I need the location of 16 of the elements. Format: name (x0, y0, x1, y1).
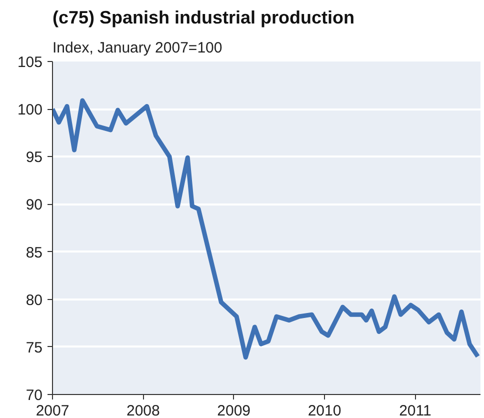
chart-subtitle: Index, January 2007=100 (52, 40, 222, 56)
y-tick-label: 100 (17, 102, 43, 119)
y-tick-label: 105 (17, 54, 43, 71)
chart-title: (c75) Spanish industrial production (52, 8, 355, 28)
line-series (52, 98, 480, 360)
y-tick-label: 70 (26, 387, 43, 404)
x-tick-label: 2010 (308, 402, 342, 418)
x-tick-label: 2011 (399, 402, 432, 418)
y-tick-label: 80 (26, 292, 43, 309)
y-tick-label: 95 (26, 149, 43, 166)
x-tick-label: 2007 (36, 402, 70, 418)
y-tick-label: 75 (26, 339, 43, 356)
x-tick-label: 2008 (126, 402, 160, 418)
y-tick-label: 90 (26, 196, 43, 214)
x-tick-label: 2009 (217, 402, 251, 418)
y-tick-label: 85 (26, 244, 43, 262)
